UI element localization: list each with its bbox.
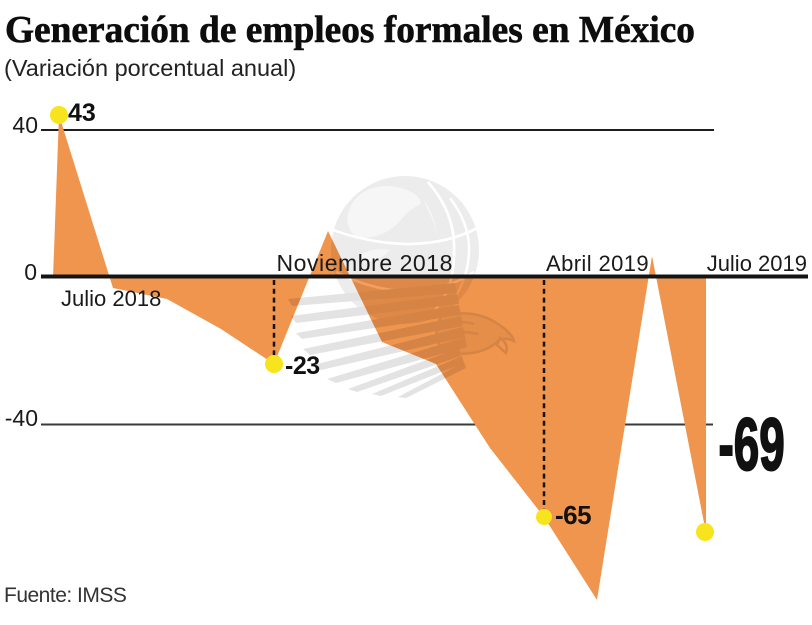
svg-text:(Variación porcentual anual): (Variación porcentual anual) xyxy=(4,55,296,81)
svg-text:Julio 2018: Julio 2018 xyxy=(61,286,161,311)
svg-text:43: 43 xyxy=(68,99,96,127)
svg-text:Julio 2019: Julio 2019 xyxy=(707,251,807,276)
svg-text:-69: -69 xyxy=(719,404,785,487)
svg-text:Generación de empleos formales: Generación de empleos formales en México xyxy=(5,9,695,51)
svg-text:40: 40 xyxy=(12,112,38,138)
svg-text:-40: -40 xyxy=(5,405,38,431)
svg-text:-23: -23 xyxy=(285,352,320,380)
svg-text:Fuente: IMSS: Fuente: IMSS xyxy=(4,584,127,607)
svg-text:-65: -65 xyxy=(555,500,591,530)
svg-text:0: 0 xyxy=(24,259,37,285)
svg-text:Noviembre 2018: Noviembre 2018 xyxy=(277,250,453,276)
svg-text:Abril 2019: Abril 2019 xyxy=(546,251,649,276)
